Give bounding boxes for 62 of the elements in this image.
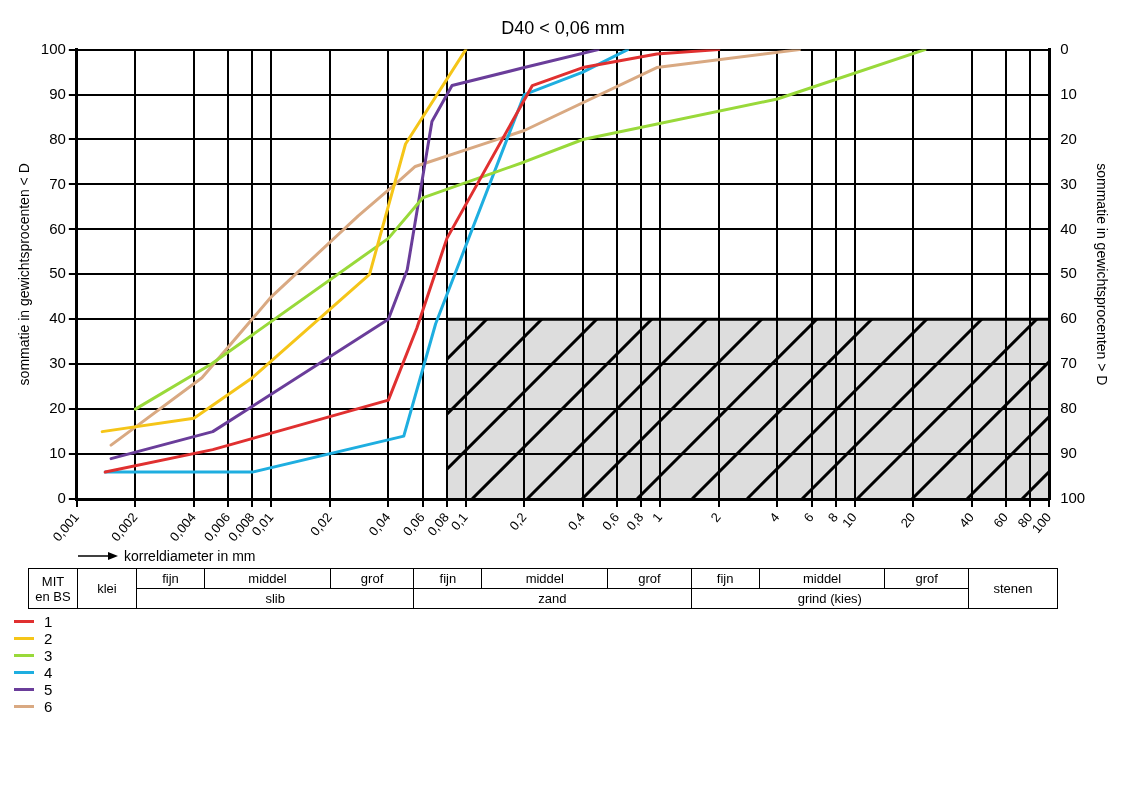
text: middel <box>759 568 885 589</box>
y2-tick-label: 40 <box>1060 219 1077 237</box>
y-tick-label: 80 <box>49 129 66 147</box>
x-tick-label: 0,4 <box>564 509 588 534</box>
y-tick-label: 90 <box>49 84 66 102</box>
y-tick-label: 40 <box>49 309 66 327</box>
y-tick-label: 30 <box>49 354 66 372</box>
legend-label: 2 <box>44 630 53 647</box>
y-tick-label: 100 <box>40 39 66 57</box>
y2-axis-title: sommatie in gewichtsprocenten > D <box>1093 163 1110 386</box>
x-tick-label: 10 <box>838 509 860 531</box>
x-tick-label: 0,8 <box>623 509 647 534</box>
text: grof <box>330 568 414 589</box>
x-tick-label: 0,02 <box>307 509 335 539</box>
x-tick-label: 60 <box>990 509 1012 531</box>
text: slib <box>136 588 414 609</box>
text: grof <box>607 568 692 589</box>
y2-tick-label: 70 <box>1060 354 1077 372</box>
legend-label: 3 <box>44 647 53 664</box>
text: stenen <box>968 568 1058 609</box>
text: middel <box>204 568 331 589</box>
x-tick-label: 4 <box>766 509 783 525</box>
y2-tick-label: 100 <box>1060 489 1086 507</box>
x-tick-label: 1 <box>649 509 666 525</box>
x-tick-label: 0,2 <box>506 509 530 534</box>
y2-tick-label: 50 <box>1060 264 1077 282</box>
y2-tick-label: 80 <box>1060 399 1077 417</box>
x-axis-title: korreldiameter in mm <box>124 548 256 564</box>
y-tick-label: 10 <box>49 444 66 462</box>
y2-tick-label: 60 <box>1060 309 1077 327</box>
y2-tick-label: 10 <box>1060 84 1077 102</box>
x-tick-label: 2 <box>707 509 724 525</box>
y-tick-label: 70 <box>49 174 66 192</box>
legend-label: 1 <box>44 613 53 630</box>
text: fijn <box>413 568 482 589</box>
chart-title: D40 < 0,06 mm <box>501 17 625 38</box>
x-tick-label: 6 <box>800 509 817 525</box>
legend-label: 5 <box>44 681 53 698</box>
text: grind (kies) <box>691 588 969 609</box>
x-tick-label: 20 <box>897 509 919 531</box>
legend-label: 4 <box>44 664 53 681</box>
x-tick-label: 8 <box>824 509 841 525</box>
text: fijn <box>691 568 760 589</box>
text: grof <box>884 568 969 589</box>
text: MIT en BS <box>28 568 78 609</box>
text: fijn <box>136 568 205 589</box>
text: middel <box>481 568 608 589</box>
y-tick-label: 0 <box>57 489 66 507</box>
x-tick-label: 40 <box>956 509 977 531</box>
y2-tick-label: 30 <box>1060 174 1077 192</box>
y2-tick-label: 0 <box>1060 39 1069 57</box>
y-tick-label: 20 <box>49 399 66 417</box>
y-tick-label: 50 <box>49 264 66 282</box>
text: zand <box>413 588 692 609</box>
legend-label: 6 <box>44 698 53 715</box>
text: klei <box>77 568 137 609</box>
y2-tick-label: 90 <box>1060 444 1077 462</box>
y-axis-title: sommatie in gewichtsprocenten < D <box>16 163 33 386</box>
y-tick-label: 60 <box>49 219 66 237</box>
x-tick-label: 0,04 <box>365 509 394 539</box>
y2-tick-label: 20 <box>1060 129 1077 147</box>
x-tick-label: 0,6 <box>599 509 623 534</box>
